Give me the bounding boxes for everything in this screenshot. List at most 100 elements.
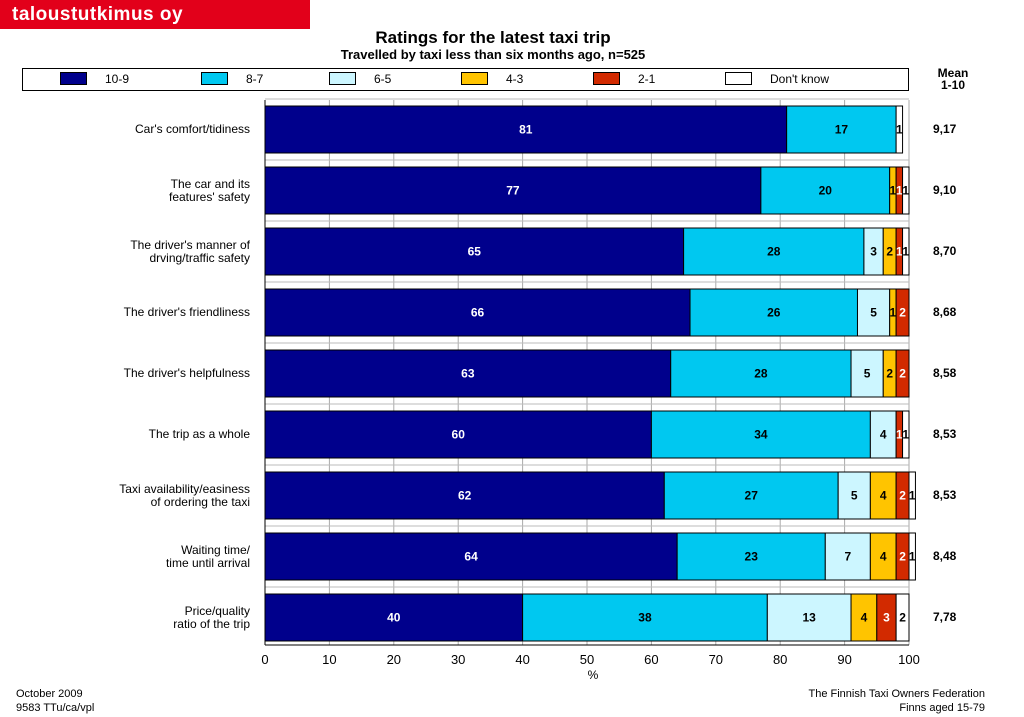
data-label: 2 <box>899 367 906 381</box>
bar-segment <box>869 471 897 520</box>
mean-value: 8,58 <box>933 365 957 380</box>
mean-header-line1: Mean <box>937 66 969 80</box>
mean-header-line2: 1-10 <box>940 78 966 92</box>
category-label: The driver's manner of drving/traffic saf… <box>0 237 251 265</box>
data-label: 63 <box>461 367 475 381</box>
data-label: 1 <box>902 245 909 259</box>
data-label: 1 <box>909 550 916 564</box>
x-tick-label: 0 <box>261 652 268 667</box>
legend-item: 4-3 <box>461 72 523 87</box>
category-label-line: The driver's manner of <box>130 237 250 252</box>
bar-segment <box>676 532 826 581</box>
mean-value: 8,53 <box>933 487 957 502</box>
data-label: 2 <box>886 245 893 259</box>
legend-label: 8-7 <box>246 72 264 86</box>
data-label: 28 <box>754 367 768 381</box>
mean-column-header: Mean 1-10 <box>922 67 984 91</box>
mean-value: 8,53 <box>933 426 957 441</box>
category-label-line: The driver's friendliness <box>123 305 250 319</box>
category-label-line: features' safety <box>169 189 250 204</box>
legend-item: 10-9 <box>60 72 129 87</box>
data-label: 4 <box>880 550 887 564</box>
bar-segment <box>689 288 858 337</box>
bar-segment <box>908 471 916 520</box>
category-label: The car and its features' safety <box>0 176 250 204</box>
footer-organization: The Finnish Taxi Owners Federation <box>808 688 986 700</box>
bar-segment <box>766 593 852 642</box>
bar-segment <box>837 471 871 520</box>
brand-logo: taloustutkimus oy <box>0 0 310 29</box>
data-label: 4 <box>880 428 887 442</box>
category-label-line: The trip as a whole <box>148 427 250 441</box>
bar-segment <box>895 288 910 337</box>
category-label: Car's comfort/tidiness <box>0 123 250 136</box>
legend-label: 4-3 <box>506 72 524 86</box>
data-label: 77 <box>506 184 520 198</box>
footer-reference: 9583 TTu/ca/vpl <box>16 702 95 714</box>
bar-segment <box>895 105 904 154</box>
bar-segment <box>663 471 839 520</box>
category-label-line: Taxi availability/easiness <box>119 481 250 496</box>
bar-segment <box>824 532 871 581</box>
bar-segment <box>264 532 678 581</box>
bar-segment <box>869 410 897 459</box>
bar-segment <box>264 471 665 520</box>
category-label-line: Car's comfort/tidiness <box>135 122 250 136</box>
bar-segment <box>856 288 891 337</box>
bar-segment <box>264 410 652 459</box>
x-tick-label: 70 <box>709 652 723 667</box>
bar-segment <box>902 410 910 459</box>
bar-segment <box>264 593 524 642</box>
data-label: 66 <box>471 306 485 320</box>
data-label: 60 <box>452 428 466 442</box>
legend-swatch <box>593 72 620 85</box>
category-label: The driver's friendliness <box>0 306 250 319</box>
x-tick-label: 10 <box>322 652 336 667</box>
x-tick-label: 30 <box>451 652 465 667</box>
data-label: 62 <box>458 489 472 503</box>
category-label: The trip as a whole <box>0 428 250 441</box>
data-label: 40 <box>387 611 401 625</box>
data-label: 2 <box>899 611 906 625</box>
data-label: 1 <box>890 306 897 320</box>
legend-label: Don't know <box>770 72 829 86</box>
data-label: 5 <box>864 367 871 381</box>
category-label-line: drving/traffic safety <box>149 250 251 265</box>
category-label: The driver's helpfulness <box>0 367 250 380</box>
bar-segment <box>902 166 910 215</box>
data-label: 81 <box>519 123 533 137</box>
x-tick-label: 20 <box>387 652 401 667</box>
x-tick-label: 50 <box>580 652 594 667</box>
x-tick-label: 100 <box>898 652 920 667</box>
mean-value: 8,70 <box>933 243 957 258</box>
legend-label: 10-9 <box>105 72 130 86</box>
bar-segment <box>522 593 768 642</box>
category-label-line: The driver's helpfulness <box>123 366 250 380</box>
x-tick-label: 60 <box>644 652 658 667</box>
data-label: 64 <box>464 550 478 564</box>
bar-segment <box>869 532 897 581</box>
x-axis-label: % <box>588 668 599 682</box>
mean-value: 7,78 <box>933 609 957 624</box>
bar-segment <box>760 166 891 215</box>
data-label: 26 <box>767 306 781 320</box>
data-label: 23 <box>745 550 759 564</box>
x-tick-label: 80 <box>773 652 787 667</box>
data-label: 27 <box>745 489 759 503</box>
legend-label: 6-5 <box>374 72 392 86</box>
legend-swatch <box>725 72 752 85</box>
category-label-line: The car and its <box>170 176 250 191</box>
bar-segment <box>895 349 910 398</box>
mean-value: 9,17 <box>933 121 957 136</box>
data-label: 17 <box>835 123 849 137</box>
legend-label: 2-1 <box>638 72 656 86</box>
legend-swatch <box>201 72 228 85</box>
x-tick-label: 40 <box>515 652 529 667</box>
data-label: 34 <box>754 428 768 442</box>
category-label-line: of ordering the taxi <box>150 494 250 509</box>
data-label: 4 <box>861 611 868 625</box>
legend-swatch <box>60 72 87 85</box>
data-label: 2 <box>899 489 906 503</box>
data-label: 3 <box>883 611 890 625</box>
